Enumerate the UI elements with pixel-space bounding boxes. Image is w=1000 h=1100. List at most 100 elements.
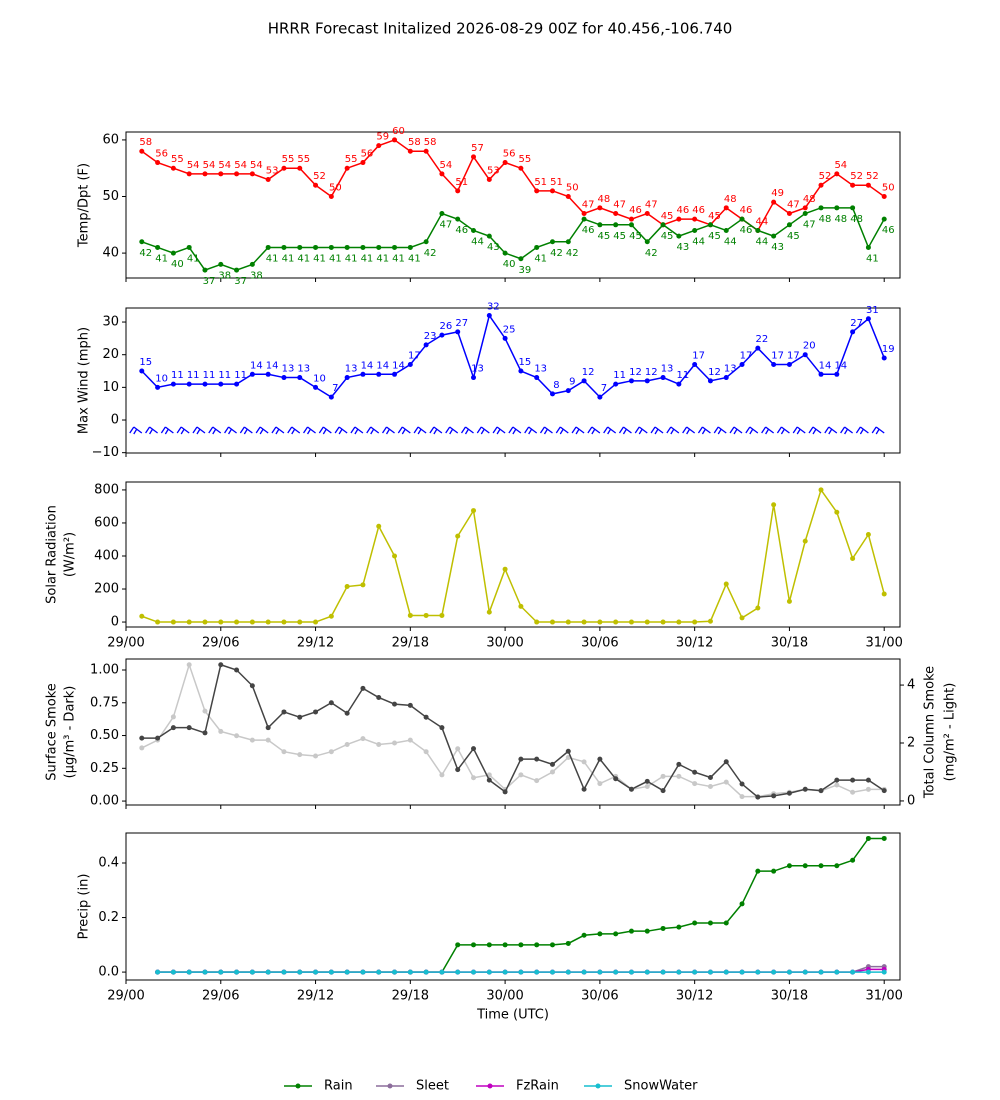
- data-point: [392, 969, 398, 975]
- data-label: 45: [598, 231, 611, 242]
- data-label: 48: [803, 194, 816, 205]
- data-point: [139, 735, 145, 741]
- data-point: [471, 969, 477, 975]
- data-label: 14: [819, 360, 832, 371]
- x-tick-label: 29/18: [392, 989, 429, 1004]
- wind-barb: [761, 426, 775, 435]
- data-label: 13: [534, 364, 547, 375]
- data-label: 41: [345, 253, 358, 264]
- wind-barb: [350, 426, 364, 435]
- data-point: [202, 381, 208, 387]
- wind-barb: [682, 426, 696, 435]
- data-point: [234, 619, 240, 625]
- data-label: 48: [850, 214, 863, 225]
- data-point: [707, 774, 713, 780]
- data-point: [360, 160, 366, 166]
- y-tick-label: 800: [94, 482, 119, 497]
- data-point: [281, 619, 287, 625]
- data-point: [360, 969, 366, 975]
- data-point: [313, 969, 319, 975]
- data-point: [234, 381, 240, 387]
- data-point: [439, 332, 445, 338]
- data-point: [392, 553, 398, 559]
- y-tick-label: 0: [111, 615, 119, 630]
- data-label: 44: [471, 236, 484, 247]
- wind-barb: [792, 426, 806, 435]
- legend-marker: [595, 1083, 601, 1089]
- data-point: [328, 969, 334, 975]
- data-label: 41: [297, 253, 310, 264]
- wind-barb: [871, 426, 885, 435]
- data-label: 47: [645, 199, 658, 210]
- data-label: 22: [755, 334, 768, 345]
- data-point: [392, 740, 398, 746]
- data-point: [565, 940, 571, 946]
- y-tick-label: 20: [102, 347, 119, 362]
- data-point: [565, 754, 571, 760]
- data-point: [486, 969, 492, 975]
- data-point: [865, 182, 871, 188]
- data-label: 15: [519, 357, 532, 368]
- wind-barb: [508, 426, 522, 435]
- data-point: [407, 702, 413, 708]
- data-point: [881, 591, 887, 597]
- y-tick-label: 0.25: [90, 761, 119, 776]
- data-point: [707, 618, 713, 624]
- data-label: 45: [661, 231, 674, 242]
- data-label: 41: [376, 253, 389, 264]
- axes-frame: [125, 481, 901, 628]
- data-label: 13: [345, 364, 358, 375]
- data-point: [850, 969, 856, 975]
- wind-barb: [603, 426, 617, 435]
- data-point: [502, 335, 508, 341]
- data-label: 13: [724, 364, 737, 375]
- data-point: [139, 745, 145, 751]
- data-label: 60: [392, 126, 405, 137]
- data-point: [534, 942, 540, 948]
- data-point: [534, 756, 540, 762]
- data-point: [771, 361, 777, 367]
- data-point: [439, 725, 445, 731]
- data-label: 58: [424, 137, 437, 148]
- data-label: 10: [155, 373, 168, 384]
- data-point: [281, 709, 287, 715]
- data-point: [802, 352, 808, 358]
- data-point: [249, 619, 255, 625]
- data-point: [865, 969, 871, 975]
- y2-tick-label: 4: [907, 678, 915, 693]
- data-point: [549, 188, 555, 194]
- wind-barb: [460, 426, 474, 435]
- data-point: [549, 769, 555, 775]
- data-point: [818, 205, 824, 211]
- legend-marker: [295, 1083, 301, 1089]
- data-point: [818, 969, 824, 975]
- data-point: [360, 736, 366, 742]
- data-label: 41: [361, 253, 374, 264]
- data-point: [360, 244, 366, 250]
- data-point: [802, 205, 808, 211]
- y-tick-label: 10: [102, 380, 119, 395]
- data-point: [581, 210, 587, 216]
- data-point: [344, 244, 350, 250]
- data-point: [534, 375, 540, 381]
- data-point: [392, 371, 398, 377]
- data-label: 55: [171, 154, 184, 165]
- wind-barb: [271, 426, 285, 435]
- data-point: [723, 581, 729, 587]
- data-point: [218, 171, 224, 177]
- data-point: [202, 171, 208, 177]
- data-label: 51: [550, 177, 563, 188]
- data-point: [202, 267, 208, 273]
- data-point: [549, 619, 555, 625]
- data-label: 11: [676, 370, 689, 381]
- data-point: [692, 781, 698, 787]
- data-point: [834, 777, 840, 783]
- data-point: [170, 165, 176, 171]
- series-line: [141, 139, 885, 232]
- wind-barb: [287, 426, 301, 435]
- data-point: [455, 188, 461, 194]
- data-point: [597, 222, 603, 228]
- data-label: 52: [866, 171, 879, 182]
- data-point: [692, 619, 698, 625]
- wind-barb: [524, 426, 538, 435]
